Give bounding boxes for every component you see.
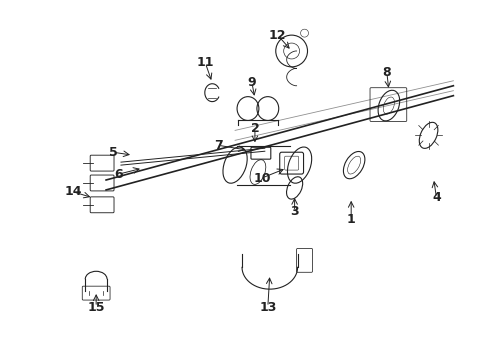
Text: 15: 15 <box>87 301 105 314</box>
Text: 7: 7 <box>214 139 222 152</box>
Text: 4: 4 <box>432 192 441 204</box>
Text: 1: 1 <box>347 213 356 226</box>
Text: 3: 3 <box>290 205 299 218</box>
Text: 11: 11 <box>196 57 214 69</box>
Text: 14: 14 <box>65 185 82 198</box>
Text: 8: 8 <box>383 66 391 79</box>
Text: 2: 2 <box>250 122 259 135</box>
Text: 9: 9 <box>247 76 256 89</box>
Text: 5: 5 <box>109 146 118 159</box>
Text: 13: 13 <box>259 301 276 314</box>
Text: 12: 12 <box>269 29 287 42</box>
Text: 10: 10 <box>253 171 270 185</box>
Text: 6: 6 <box>115 167 123 181</box>
